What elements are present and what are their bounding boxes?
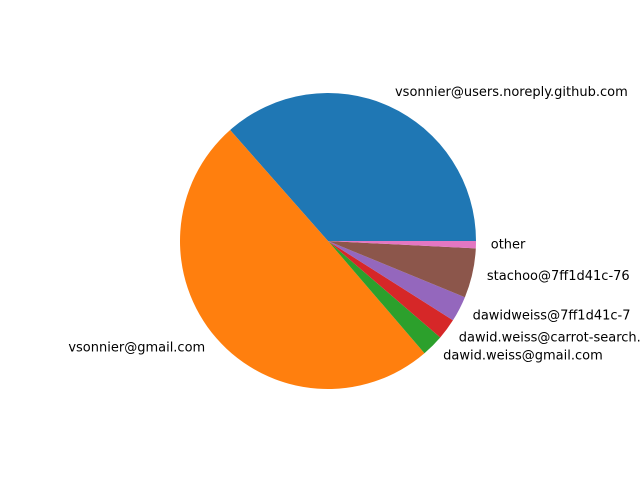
pie-slice-1 (179, 129, 425, 390)
pie-slice-2 (328, 241, 441, 354)
pie-slice-3 (328, 241, 453, 338)
pie-label-6: other (491, 238, 526, 253)
pie-label-1: vsonnier@gmail.com (68, 340, 205, 355)
pie-slice-6 (328, 241, 476, 249)
pie-label-0: vsonnier@users.noreply.github.com (395, 85, 628, 100)
pie-label-4: dawidweiss@7ff1d41c-7 (473, 308, 631, 323)
pie-slice-0 (230, 92, 476, 241)
pie-slice-5 (328, 241, 476, 298)
pie-slice-4 (328, 241, 465, 321)
pie-labels: vsonnier@users.noreply.github.com vsonnie… (68, 85, 640, 363)
pie-slices (179, 92, 476, 390)
pie-label-5: stachoo@7ff1d41c-76 (487, 269, 630, 284)
pie-label-2: dawid.weiss@gmail.com (443, 349, 603, 364)
pie-label-3: dawid.weiss@carrot-search.com (459, 330, 640, 345)
